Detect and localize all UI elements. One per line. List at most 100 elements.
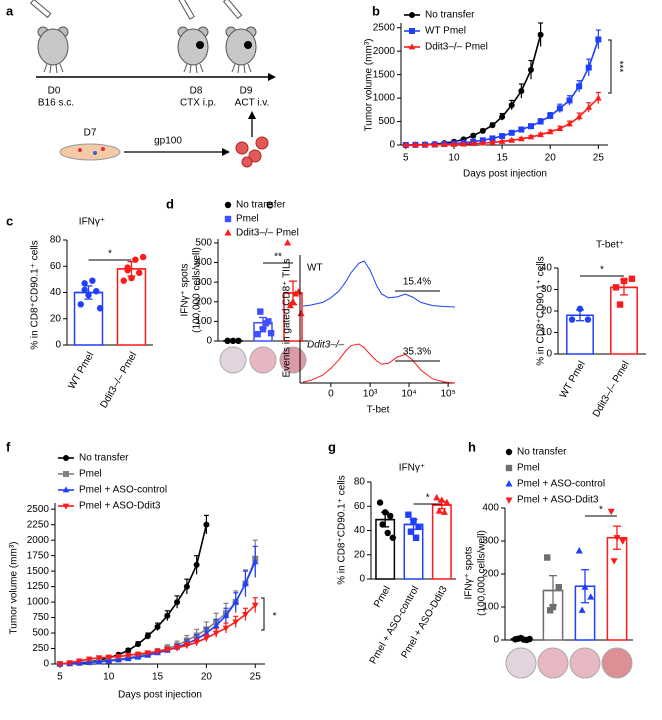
marker xyxy=(616,301,624,308)
marker xyxy=(556,105,563,112)
peptide-label: gp100 xyxy=(154,136,182,147)
y-tick-label: 250 xyxy=(32,643,49,654)
marker xyxy=(63,471,69,477)
marker xyxy=(284,239,292,246)
marker xyxy=(415,523,422,531)
x-tick-label: 10⁴ xyxy=(401,389,416,400)
x-tick-label: Ddit3–/– Pmel xyxy=(98,350,139,410)
marker xyxy=(77,301,84,308)
marker xyxy=(402,141,410,148)
marker xyxy=(235,337,242,345)
marker xyxy=(566,97,573,104)
histogram xyxy=(302,343,456,384)
marker xyxy=(193,639,200,646)
y-tick-label: 80 xyxy=(50,235,62,246)
y-tick-label: 0 xyxy=(55,340,61,351)
marker xyxy=(85,656,93,663)
marker xyxy=(409,28,415,34)
chart-title: T-bet⁺ xyxy=(596,240,624,251)
y-tick-label: 2500 xyxy=(373,22,396,33)
y-tick-label: 200 xyxy=(482,569,499,580)
marker xyxy=(251,602,259,609)
marker xyxy=(254,330,261,338)
well-images xyxy=(219,346,633,679)
marker xyxy=(128,274,135,282)
y-tick-label: 2000 xyxy=(27,535,50,546)
marker xyxy=(136,269,143,277)
significance-label: * xyxy=(600,265,604,276)
marker xyxy=(405,511,412,518)
y-tick-label: 20 xyxy=(50,313,62,324)
x-tick-label: 10 xyxy=(448,153,460,164)
marker xyxy=(222,612,230,619)
marker xyxy=(566,120,573,127)
marker xyxy=(508,129,515,136)
marker xyxy=(62,486,70,493)
marker xyxy=(527,123,534,130)
legend-label: Pmel xyxy=(517,463,540,474)
arrow-head xyxy=(222,148,230,156)
legend-label: Ddit3–/– Pmel xyxy=(425,42,488,53)
marker xyxy=(412,141,419,148)
marker xyxy=(514,635,522,642)
marker xyxy=(585,103,593,110)
marker xyxy=(440,508,448,515)
marker xyxy=(412,534,420,541)
significance-label: ** xyxy=(274,252,282,263)
y-tick-label: 500 xyxy=(378,116,395,127)
mouse xyxy=(177,0,209,74)
marker xyxy=(379,521,386,528)
marker xyxy=(489,135,496,142)
marker xyxy=(479,139,487,146)
marker xyxy=(581,583,589,590)
marker xyxy=(587,593,595,600)
y-tick-label: 20 xyxy=(541,306,553,317)
y-tick-label: 60 xyxy=(50,261,62,272)
marker xyxy=(549,603,557,611)
marker xyxy=(144,650,152,657)
marker xyxy=(95,655,103,662)
y-axis-label: Tumor volume (mm³) xyxy=(364,39,375,132)
marker xyxy=(62,503,70,510)
marker xyxy=(242,612,249,619)
series-line xyxy=(405,39,600,146)
marker xyxy=(381,509,389,516)
x-axis-label: Days post injection xyxy=(463,169,547,180)
marker xyxy=(537,31,544,38)
y-tick-label: 10 xyxy=(541,327,553,338)
marker xyxy=(85,291,92,299)
x-tick-label: 10 xyxy=(103,672,115,683)
y-axis-label: % in CD8⁺CD90.1⁺ cells xyxy=(536,256,547,365)
marker xyxy=(479,127,486,134)
marker xyxy=(508,102,515,109)
marker xyxy=(387,512,394,520)
marker xyxy=(164,647,171,654)
marker xyxy=(407,528,415,535)
x-tick-label: 20 xyxy=(545,153,557,164)
marker xyxy=(505,497,513,504)
marker xyxy=(96,305,104,312)
x-tick-label: 5 xyxy=(57,672,63,683)
y-tick-label: 40 xyxy=(50,287,62,298)
marker xyxy=(595,36,602,43)
marker xyxy=(66,660,73,667)
day-label: D0 xyxy=(48,86,61,97)
marker xyxy=(124,266,131,274)
marker xyxy=(229,337,237,345)
marker xyxy=(203,521,210,528)
y-tick-label: 200 xyxy=(195,296,212,307)
marker xyxy=(408,43,416,50)
marker xyxy=(242,579,249,586)
marker xyxy=(259,326,267,333)
marker xyxy=(286,301,294,309)
histogram xyxy=(302,260,456,308)
y-tick-label: 400 xyxy=(195,257,212,268)
mouse xyxy=(222,0,257,74)
x-tick-label: 15 xyxy=(152,672,164,683)
y-tick-label: 1000 xyxy=(27,597,50,608)
y-tick-label: 0 xyxy=(493,635,499,646)
marker xyxy=(224,229,232,236)
panel-label: d xyxy=(166,196,174,211)
marker xyxy=(585,64,592,71)
marker xyxy=(409,12,415,18)
